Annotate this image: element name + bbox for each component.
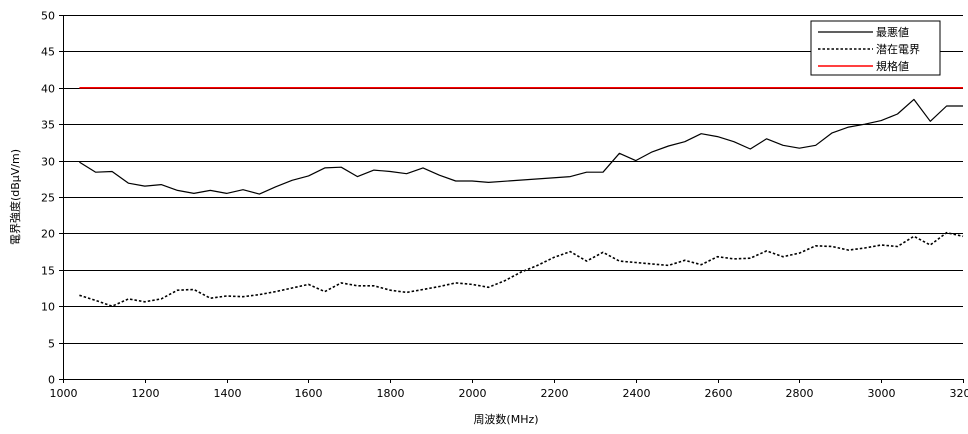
x-tick-label: 2400 [623,387,651,400]
legend-label-3: 規格値 [876,59,909,73]
x-tick-label: 2000 [459,387,487,400]
y-tick-label: 0 [48,374,55,387]
y-tick-label: 20 [41,228,55,241]
y-tick-label: 50 [41,10,55,23]
y-axis-label: 電界強度(dBμV/m) [8,149,22,245]
y-tick-label: 5 [48,338,55,351]
x-tick-label: 1200 [132,387,160,400]
y-tick-label: 25 [41,192,55,205]
x-tick-label: 1400 [214,387,242,400]
x-tick-label: 2600 [705,387,733,400]
legend-label-2: 潜在電界 [876,42,920,56]
x-tick-label: 1600 [295,387,323,400]
y-tick-label: 45 [41,46,55,59]
y-tick-label: 35 [41,119,55,132]
legend-label-1: 最悪値 [876,26,909,39]
y-tick-label: 15 [41,265,55,278]
y-tick-label: 40 [41,83,55,96]
x-tick-label: 1800 [377,387,405,400]
x-tick-label: 1000 [50,387,78,400]
x-tick-label: 3200 [950,387,968,400]
x-tick-label: 3000 [868,387,896,400]
x-tick-label: 2800 [786,387,814,400]
y-tick-label: 10 [41,301,55,314]
x-tick-label: 2200 [541,387,569,400]
y-tick-label: 30 [41,156,55,169]
x-axis-label: 周波数(MHz) [473,413,538,426]
